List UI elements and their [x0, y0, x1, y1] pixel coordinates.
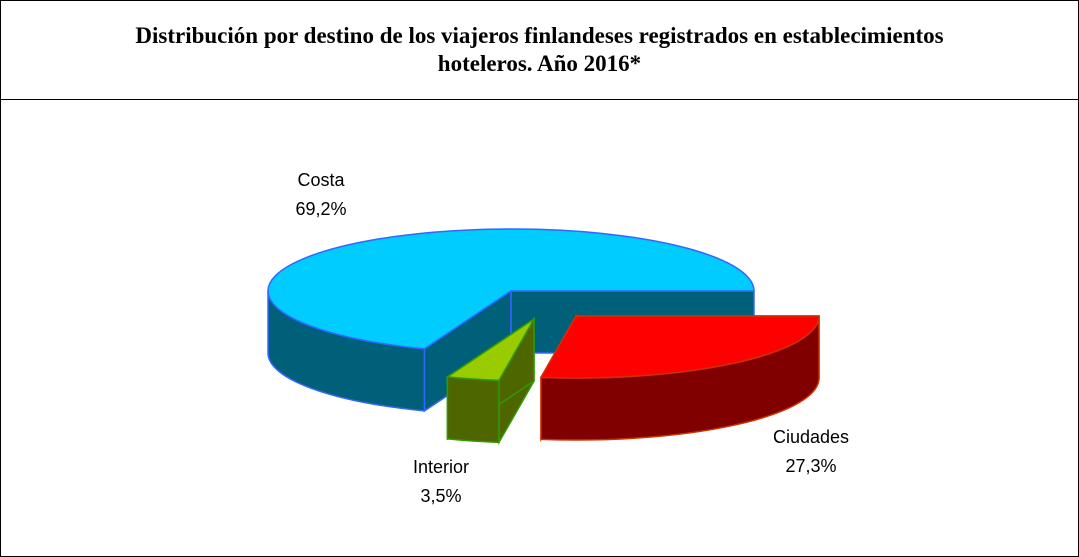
pie-slice [445, 318, 535, 382]
slice-label: Ciudades [773, 427, 849, 447]
slice-value-label: 69,2% [295, 199, 346, 219]
slice-value-label: 3,5% [420, 486, 461, 506]
chart-title: Distribución por destino de los viajeros… [1, 1, 1078, 100]
slice-label: Costa [297, 170, 345, 190]
slice-label: Interior [413, 457, 469, 477]
slice-side [446, 376, 500, 444]
pie-slice [539, 315, 820, 379]
pie-slice [267, 228, 755, 350]
plot: Ciudades 27,3% Interior 3,5% Costa 69,2% [267, 170, 849, 506]
slice-value-label: 27,3% [785, 456, 836, 476]
